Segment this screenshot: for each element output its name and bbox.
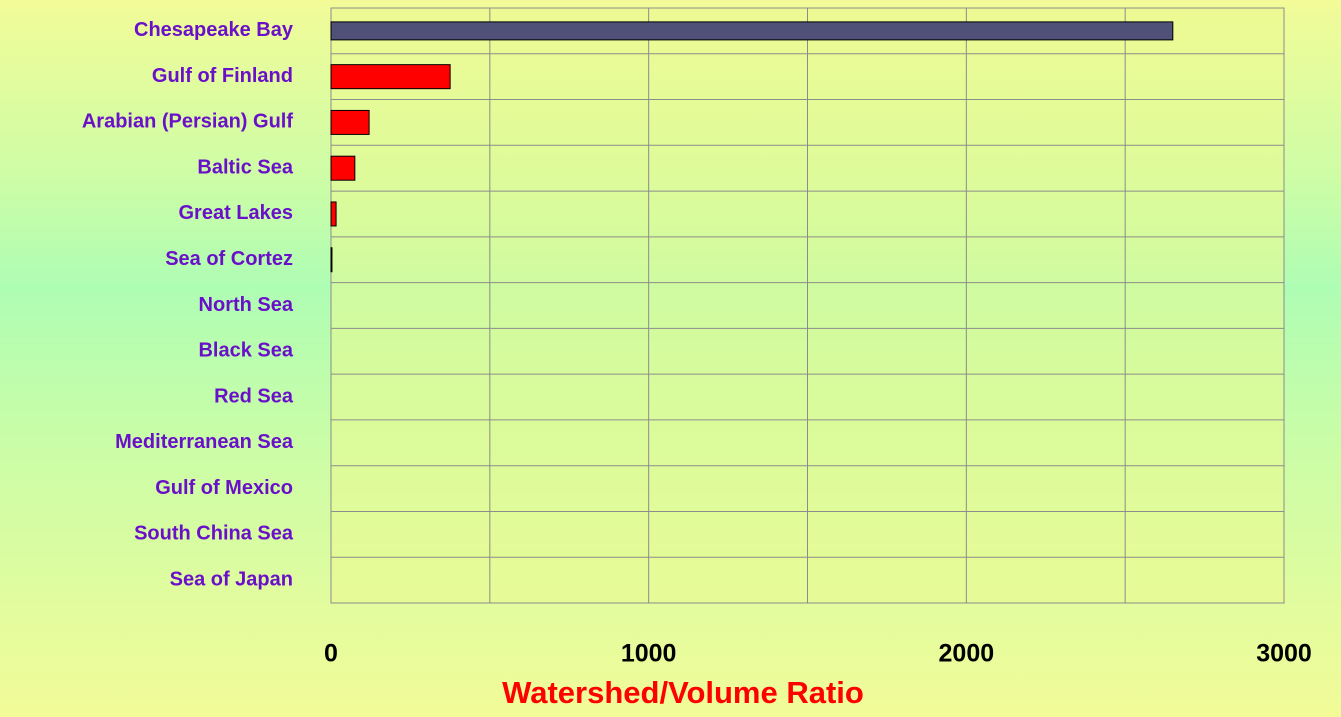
y-tick-label: Red Sea [214, 385, 294, 407]
y-tick-label: Baltic Sea [197, 156, 293, 178]
x-tick-label: 1000 [621, 640, 677, 668]
y-tick-label: Sea of Cortez [165, 248, 293, 270]
y-tick-label: Gulf of Mexico [155, 477, 293, 499]
bar [330, 21, 1174, 41]
y-tick-label: South China Sea [134, 523, 294, 545]
y-tick-label: Black Sea [198, 340, 293, 362]
x-tick-label: 2000 [939, 640, 995, 668]
x-axis-title: Watershed/Volume Ratio [502, 675, 864, 710]
bar [330, 247, 333, 273]
bar [330, 109, 370, 135]
y-tick-label: Gulf of Finland [152, 65, 293, 87]
bar [330, 155, 356, 181]
bar [330, 201, 337, 227]
y-tick-label: Mediterranean Sea [115, 431, 294, 453]
y-tick-label: Arabian (Persian) Gulf [82, 111, 293, 133]
x-tick-label: 0 [324, 640, 338, 668]
y-tick-label: Sea of Japan [170, 568, 293, 590]
y-tick-label: Great Lakes [178, 202, 293, 224]
x-tick-label: 3000 [1256, 640, 1312, 668]
bar [330, 64, 451, 90]
y-tick-label: Chesapeake Bay [134, 19, 294, 41]
y-tick-label: North Sea [199, 294, 294, 316]
